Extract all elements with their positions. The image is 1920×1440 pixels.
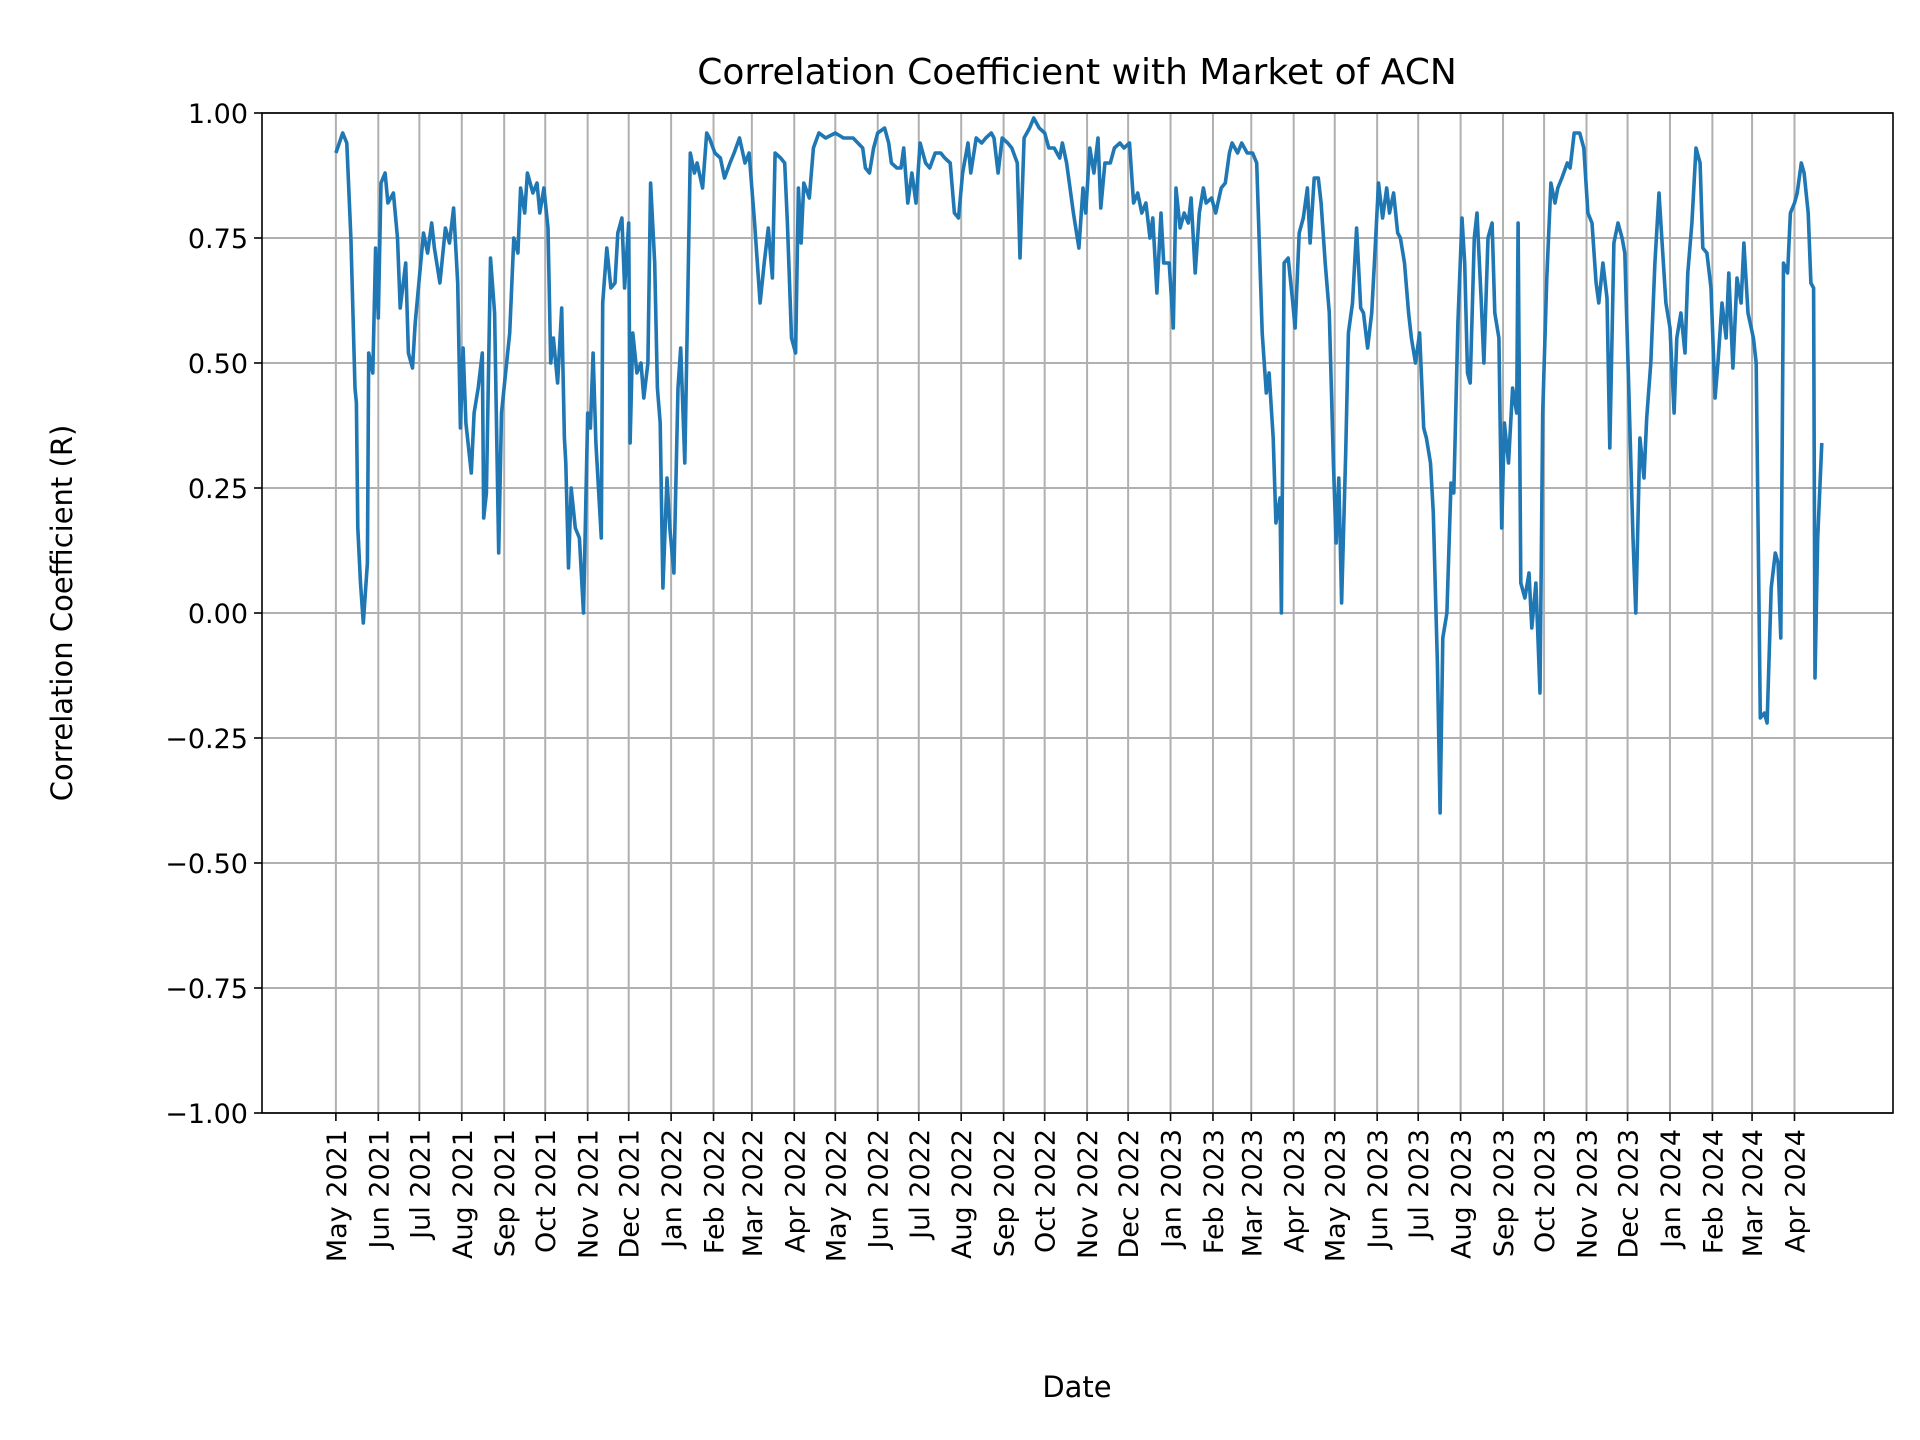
x-tick-label: Mar 2024: [1738, 1129, 1769, 1257]
x-tick-label: Oct 2022: [1031, 1129, 1062, 1253]
y-tick-label: −0.50: [165, 849, 248, 880]
x-tick-label: Jun 2023: [1363, 1129, 1394, 1250]
y-axis-label: Correlation Coefficient (R): [45, 425, 79, 802]
x-tick-label: Mar 2023: [1237, 1129, 1268, 1257]
x-tick-label: Nov 2021: [574, 1129, 605, 1259]
x-tick-label: Aug 2021: [448, 1129, 479, 1259]
x-tick-label: Feb 2023: [1199, 1129, 1230, 1254]
x-tick-label: Dec 2021: [615, 1129, 646, 1259]
y-tick-label: 0.50: [188, 349, 248, 380]
y-tick-label: 0.25: [188, 474, 248, 505]
x-tick-label: Sep 2021: [490, 1129, 521, 1257]
x-tick-label: Jul 2021: [405, 1129, 436, 1241]
x-axis-label: Date: [1042, 1370, 1111, 1404]
x-tick-label: Jul 2023: [1404, 1129, 1435, 1241]
x-tick-label: Jan 2023: [1157, 1129, 1188, 1250]
y-tick-label: 0.75: [188, 224, 248, 255]
series-layer: [334, 116, 1824, 815]
y-tick-label: −0.75: [165, 974, 248, 1005]
chart-title: Correlation Coefficient with Market of A…: [697, 52, 1457, 93]
x-tick-label: May 2021: [322, 1129, 353, 1262]
x-tick-label: Jan 2024: [1656, 1129, 1687, 1250]
x-tick-label: Dec 2023: [1614, 1129, 1645, 1259]
x-tick-label: Mar 2022: [738, 1129, 769, 1257]
x-tick-label: Apr 2022: [780, 1129, 811, 1253]
y-axis: 1.00 0.75 0.50 0.25 0.00 −0.25 −0.50 −0.75 −1.00: [165, 99, 262, 1130]
y-tick-label: −0.25: [165, 724, 248, 755]
x-tick-label: Apr 2023: [1280, 1129, 1311, 1253]
x-tick-label: Sep 2022: [990, 1129, 1021, 1257]
x-tick-label: Jun 2022: [864, 1129, 895, 1250]
x-tick-label: Sep 2023: [1489, 1129, 1520, 1257]
x-tick-label: Dec 2022: [1114, 1129, 1145, 1259]
x-tick-label: Aug 2023: [1447, 1129, 1478, 1259]
x-tick-label: Jul 2022: [905, 1129, 936, 1241]
x-tick-label: Oct 2021: [531, 1129, 562, 1253]
x-tick-label: Aug 2022: [947, 1129, 978, 1259]
x-tick-label: May 2022: [821, 1129, 852, 1262]
x-tick-label: Nov 2023: [1573, 1129, 1604, 1259]
x-tick-label: Feb 2022: [700, 1129, 731, 1254]
y-tick-label: 1.00: [188, 99, 248, 130]
x-tick-label: Nov 2022: [1073, 1129, 1104, 1259]
x-tick-label: Oct 2023: [1530, 1129, 1561, 1253]
x-axis: May 2021 Jun 2021 Jul 2021 Aug 2021 Sep 2021…: [322, 1113, 1811, 1262]
correlation-line: [334, 116, 1824, 815]
x-tick-label: Jan 2022: [657, 1129, 688, 1250]
x-tick-label: Apr 2024: [1780, 1129, 1811, 1253]
x-tick-label: Jun 2021: [364, 1129, 395, 1250]
y-tick-label: −1.00: [165, 1099, 248, 1130]
x-tick-label: Feb 2024: [1698, 1129, 1729, 1254]
x-tick-label: May 2023: [1321, 1129, 1352, 1262]
y-tick-label: 0.00: [188, 599, 248, 630]
